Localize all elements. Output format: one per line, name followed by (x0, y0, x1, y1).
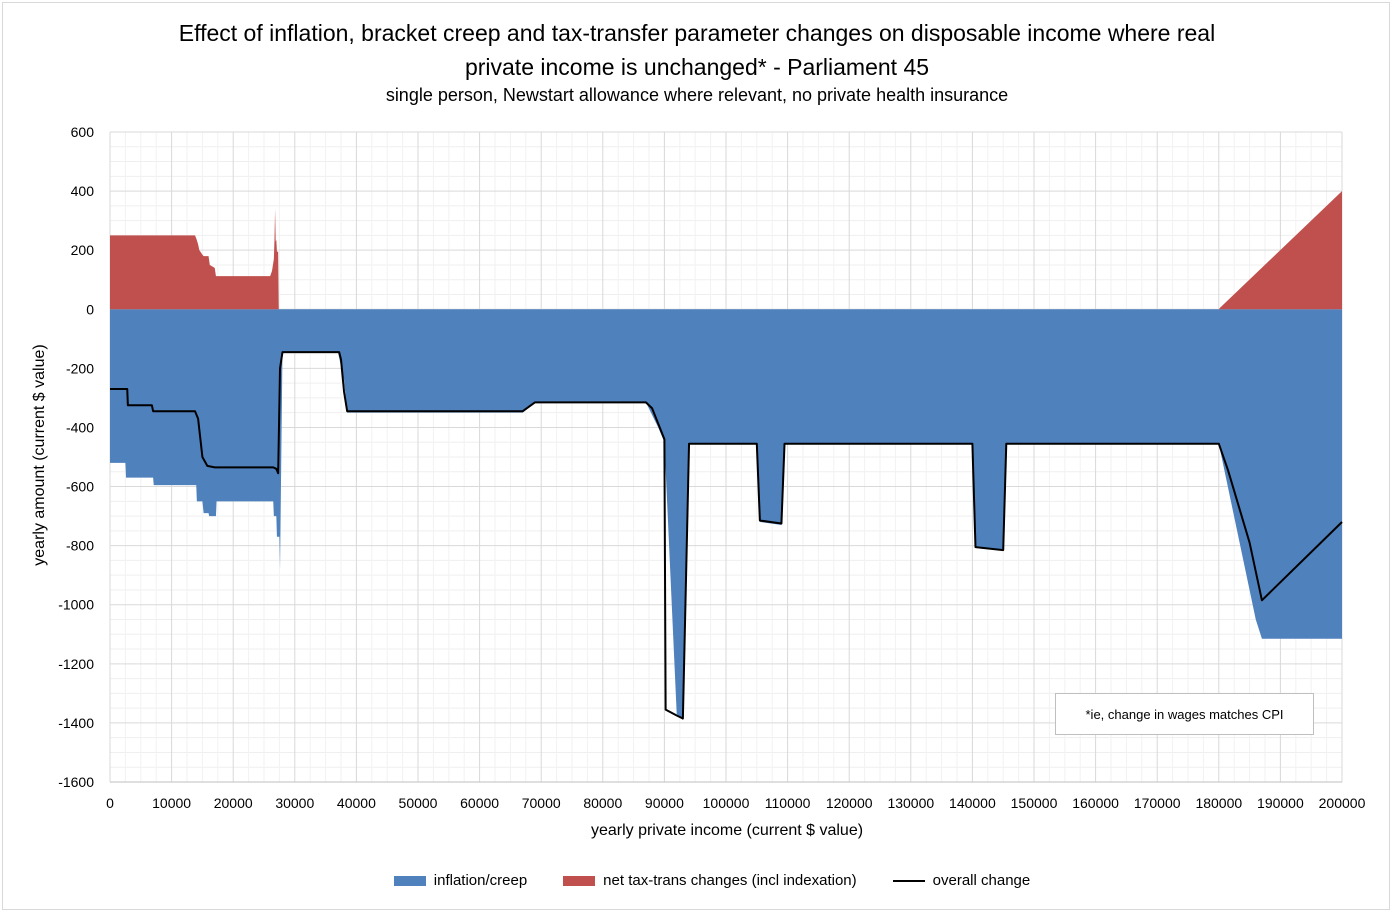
y-tick-label: -1200 (58, 656, 94, 672)
line-overall-change (110, 351, 1343, 720)
y-tick-label: -1400 (58, 715, 94, 731)
x-tick-label: 40000 (337, 795, 376, 811)
chart-subtitle: single person, Newstart allowance where … (385, 85, 1009, 105)
x-tick-label: 140000 (949, 795, 996, 811)
x-tick-label: 120000 (826, 795, 873, 811)
x-tick-label: 90000 (645, 795, 684, 811)
x-tick-label: 20000 (214, 795, 253, 811)
y-tick-label: 200 (71, 242, 95, 258)
legend-swatch-overall (892, 879, 925, 882)
x-tick-label: 110000 (765, 795, 811, 811)
x-tick-label: 160000 (1072, 795, 1119, 811)
x-tick-label: 80000 (583, 795, 622, 811)
x-axis-title: yearly private income (current $ value) (590, 822, 864, 839)
x-tick-label: 170000 (1134, 795, 1181, 811)
y-tick-label: -800 (66, 538, 94, 554)
y-tick-label: 600 (71, 124, 95, 140)
y-tick-label: -600 (66, 479, 94, 495)
x-tick-label: 100000 (703, 795, 750, 811)
legend-label-inflation: inflation/creep (433, 872, 528, 889)
chart-annotation: *ie, change in wages matches CPI (1055, 693, 1314, 735)
x-tick-label: 60000 (460, 795, 499, 811)
y-tick-label: 400 (71, 183, 95, 199)
x-tick-label: 70000 (522, 795, 561, 811)
legend-swatch-net (563, 875, 596, 886)
x-tick-label: 150000 (1011, 795, 1058, 811)
y-tick-label: -1600 (58, 774, 94, 790)
chart-title-line-2: private income is unchanged* - Parliamen… (464, 54, 930, 80)
y-axis-title: yearly amount (current $ value) (31, 344, 48, 566)
legend-swatch-inflation (393, 875, 426, 886)
y-tick-label: -400 (66, 419, 94, 435)
x-tick-label: 30000 (275, 795, 314, 811)
y-tick-label: -1000 (58, 597, 94, 613)
chart-legend: inflation/creep net tax-trans changes (i… (0, 872, 1394, 889)
legend-item-overall: overall change (892, 872, 1031, 889)
x-tick-label: 190000 (1257, 795, 1304, 811)
x-tick-label: 130000 (887, 795, 934, 811)
legend-item-inflation: inflation/creep (393, 872, 528, 889)
x-tick-label: 50000 (399, 795, 438, 811)
area-net-tax-trans (110, 191, 1342, 310)
legend-label-net: net tax-trans changes (incl indexation) (603, 872, 857, 889)
x-tick-label: 10000 (152, 795, 191, 811)
chart-title-line-1: Effect of inflation, bracket creep and t… (178, 20, 1216, 46)
x-tick-label: 0 (106, 795, 114, 811)
x-tick-label: 180000 (1195, 795, 1242, 811)
y-tick-label: -200 (66, 360, 94, 376)
legend-item-net: net tax-trans changes (incl indexation) (563, 872, 857, 889)
y-tick-label: 0 (86, 301, 94, 317)
x-tick-label: 200000 (1319, 795, 1366, 811)
legend-label-overall: overall change (932, 872, 1031, 889)
